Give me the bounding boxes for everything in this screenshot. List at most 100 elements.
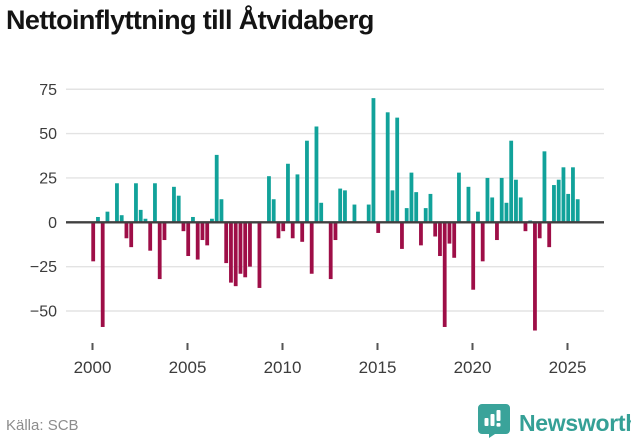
bar bbox=[438, 222, 442, 257]
y-axis-label: −25 bbox=[30, 259, 57, 276]
brand-name: Newsworthy bbox=[519, 409, 631, 436]
bar bbox=[224, 222, 229, 264]
bar bbox=[343, 190, 347, 223]
bar bbox=[181, 222, 186, 232]
bar bbox=[195, 222, 200, 260]
bar bbox=[400, 222, 404, 249]
source-label: Källa: SCB bbox=[6, 417, 79, 434]
x-axis-label: 2010 bbox=[264, 358, 302, 377]
page-title: Nettoinflyttning till Åtvidaberg bbox=[6, 5, 374, 35]
bar bbox=[134, 183, 138, 223]
bar bbox=[490, 197, 495, 223]
bar bbox=[376, 222, 381, 233]
bar bbox=[214, 154, 219, 223]
bar bbox=[290, 222, 295, 239]
bar bbox=[328, 222, 333, 280]
bar bbox=[300, 222, 305, 242]
bar bbox=[480, 222, 485, 262]
y-axis-label: −50 bbox=[30, 304, 57, 321]
bar bbox=[561, 167, 566, 223]
bar bbox=[124, 222, 129, 239]
bar bbox=[115, 183, 119, 223]
x-axis-label: 2020 bbox=[454, 358, 492, 377]
brand-lockup: Newsworthy bbox=[477, 403, 631, 443]
bar bbox=[414, 192, 419, 223]
bar bbox=[537, 222, 542, 239]
bar bbox=[566, 193, 571, 223]
bar bbox=[333, 222, 338, 241]
bar bbox=[433, 222, 438, 237]
bar bbox=[319, 202, 324, 223]
net-migration-bar-chart: 75 50 25 0 −25 −50 2000 2005 2010 2015 2020 2025 bbox=[30, 82, 604, 377]
bar bbox=[471, 222, 476, 290]
bar bbox=[575, 199, 580, 223]
bar bbox=[533, 222, 537, 331]
bar bbox=[105, 211, 110, 223]
bar bbox=[295, 174, 300, 223]
bar bbox=[552, 185, 556, 223]
bar bbox=[499, 177, 504, 223]
bar bbox=[162, 222, 167, 241]
bar bbox=[314, 126, 319, 223]
bar bbox=[191, 216, 195, 223]
bar bbox=[571, 167, 575, 223]
bar bbox=[233, 222, 238, 287]
bar bbox=[466, 186, 471, 223]
y-axis-label: 0 bbox=[48, 215, 57, 232]
bar bbox=[542, 151, 547, 223]
bar bbox=[338, 188, 343, 223]
bar bbox=[514, 179, 518, 223]
bar bbox=[504, 202, 509, 223]
bar bbox=[119, 215, 124, 223]
bar bbox=[371, 98, 376, 223]
bar bbox=[210, 218, 214, 223]
bar bbox=[229, 222, 233, 283]
bar bbox=[281, 222, 286, 232]
bar bbox=[148, 222, 153, 251]
bar bbox=[423, 208, 428, 223]
bar bbox=[243, 222, 248, 278]
bar bbox=[309, 222, 314, 274]
y-axis-label: 75 bbox=[39, 82, 57, 99]
bar bbox=[176, 195, 181, 223]
bar bbox=[452, 222, 457, 258]
bar bbox=[276, 222, 281, 239]
bar bbox=[129, 222, 134, 248]
bar bbox=[248, 222, 252, 267]
bar bbox=[419, 222, 423, 246]
bar bbox=[205, 222, 210, 246]
bar bbox=[457, 172, 461, 223]
bar bbox=[518, 197, 523, 223]
bar bbox=[547, 222, 552, 248]
bar bbox=[385, 112, 390, 223]
bar bbox=[257, 222, 262, 288]
bar bbox=[267, 176, 271, 223]
bar bbox=[556, 179, 561, 223]
bar bbox=[428, 193, 433, 223]
bar bbox=[352, 204, 357, 223]
bar bbox=[395, 117, 400, 223]
bar bbox=[523, 222, 528, 232]
bar bbox=[485, 177, 490, 223]
bar bbox=[271, 199, 276, 223]
bar bbox=[305, 140, 309, 223]
bar bbox=[447, 222, 452, 244]
newsworthy-logo-icon bbox=[477, 403, 511, 443]
x-axis-label: 2005 bbox=[169, 358, 207, 377]
bar bbox=[153, 183, 157, 223]
bar bbox=[138, 209, 143, 223]
bar bbox=[390, 190, 395, 223]
bar bbox=[366, 204, 371, 223]
bar bbox=[404, 208, 409, 223]
y-axis-label: 25 bbox=[39, 170, 57, 187]
bar bbox=[91, 222, 96, 262]
x-axis-label: 2025 bbox=[549, 358, 587, 377]
bar bbox=[238, 222, 243, 274]
bar bbox=[442, 222, 447, 327]
bar bbox=[143, 218, 148, 223]
bar bbox=[172, 186, 176, 223]
bar bbox=[219, 199, 224, 223]
bar bbox=[100, 222, 105, 327]
bar bbox=[96, 216, 100, 223]
y-axis-label: 50 bbox=[39, 126, 57, 143]
